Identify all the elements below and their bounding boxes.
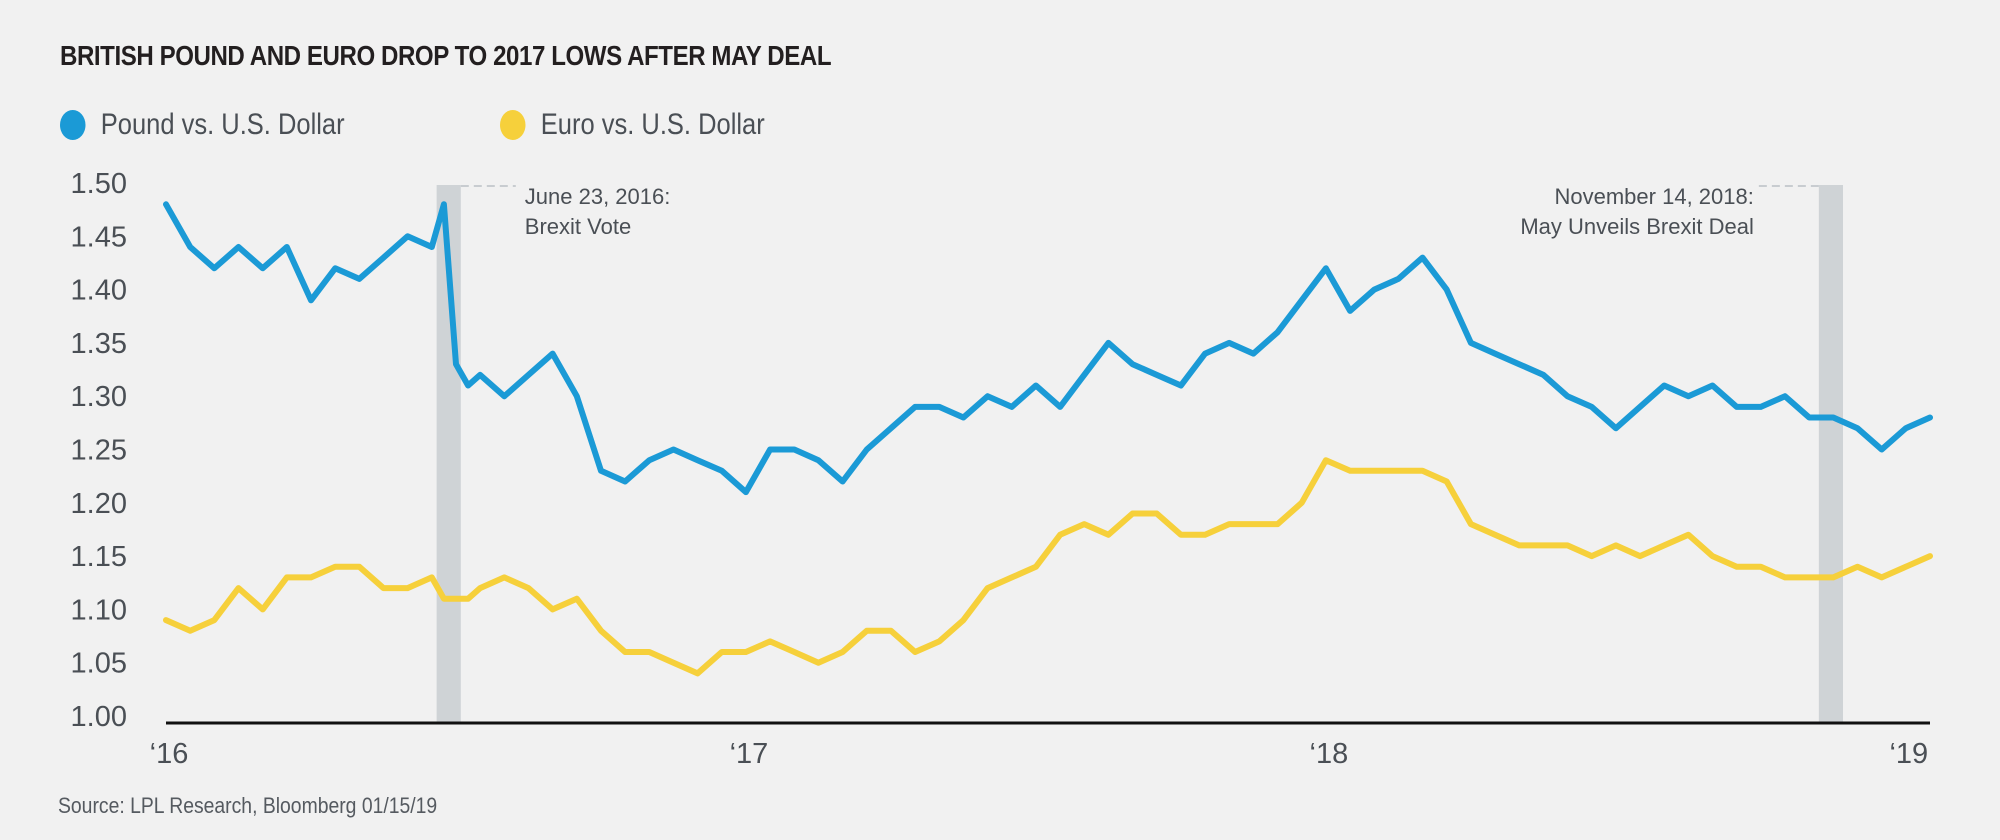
chart-title: BRITISH POUND AND EURO DROP TO 2017 LOWS… (60, 40, 832, 71)
y-tick-label: 1.35 (71, 328, 127, 360)
may-deal-band (1818, 185, 1844, 723)
y-tick-label: 1.25 (71, 435, 127, 467)
pound-series-line (163, 201, 1933, 496)
may-deal-annotation-line1: November 14, 2018: (1555, 184, 1754, 209)
y-tick-label: 1.40 (71, 275, 127, 307)
y-tick-label: 1.30 (71, 381, 127, 413)
legend-item-pound: Pound vs. U.S. Dollar (60, 108, 345, 142)
legend-label-pound: Pound vs. U.S. Dollar (100, 108, 345, 141)
y-tick-label: 1.05 (71, 648, 127, 680)
y-tick-label: 1.50 (71, 168, 127, 200)
legend: Pound vs. U.S. Dollar Euro vs. U.S. Doll… (60, 108, 916, 142)
legend-label-euro: Euro vs. U.S. Dollar (540, 108, 765, 141)
legend-swatch-pound (60, 110, 86, 140)
x-tick-label: ‘17 (730, 738, 769, 770)
y-tick-label: 1.10 (71, 594, 127, 626)
x-tick-label: ‘18 (1310, 738, 1349, 770)
x-tick-label: ‘19 (1889, 738, 1928, 770)
brexit-vote-annotation-line2: Brexit Vote (525, 214, 631, 239)
may-deal-annotation-line2: May Unveils Brexit Deal (1520, 214, 1754, 239)
brexit-vote-annotation-line1: June 23, 2016: (525, 184, 671, 209)
y-tick-label: 1.00 (71, 701, 127, 733)
y-tick-label: 1.45 (71, 221, 127, 253)
legend-item-euro: Euro vs. U.S. Dollar (499, 108, 765, 142)
legend-swatch-euro (499, 110, 526, 140)
y-tick-label: 1.15 (71, 541, 127, 573)
source-note: Source: LPL Research, Bloomberg 01/15/19 (58, 793, 438, 818)
x-tick-label: ‘16 (150, 738, 189, 770)
y-tick-label: 1.20 (71, 488, 127, 520)
euro-series-line (163, 457, 1933, 677)
